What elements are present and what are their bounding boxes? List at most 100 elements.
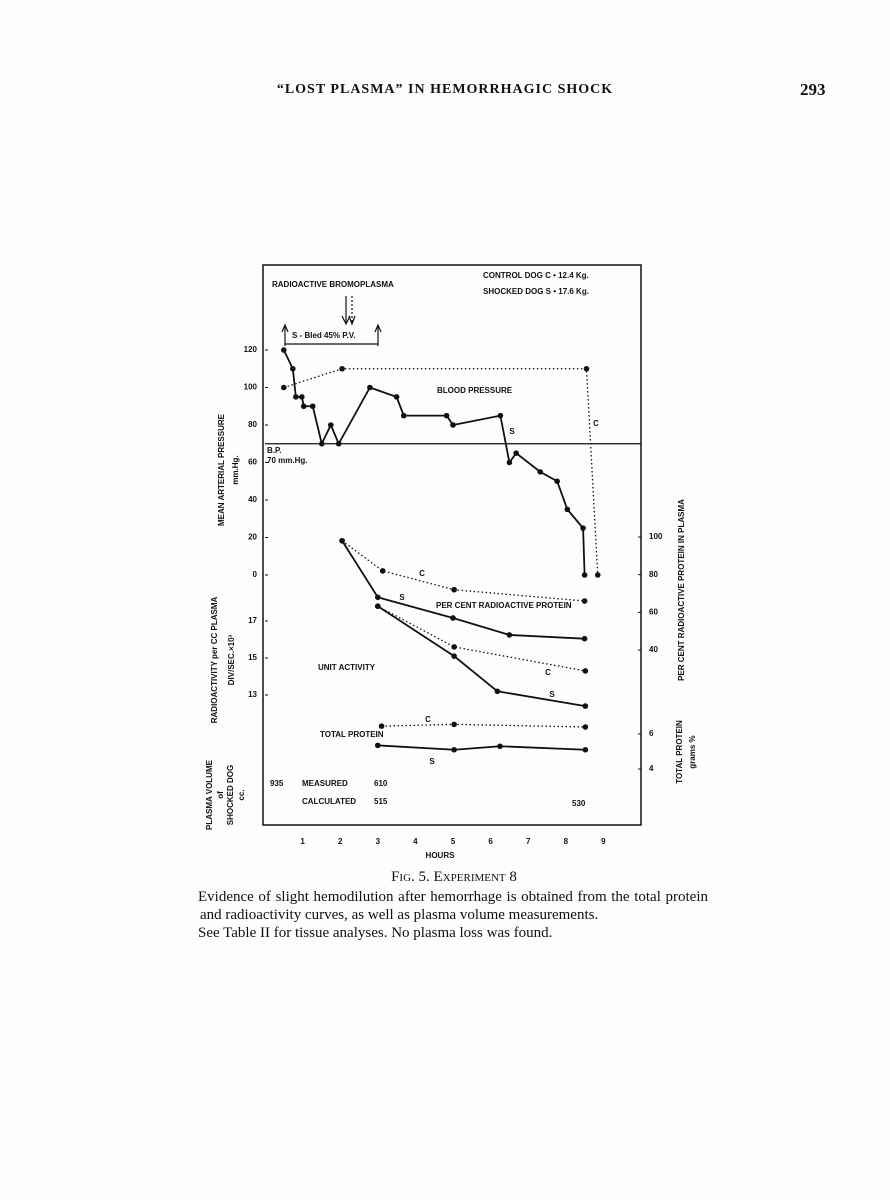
- y-axis-unit: grams %: [688, 735, 697, 768]
- series-line: [283, 368, 599, 576]
- data-point: [328, 422, 334, 428]
- page-number: 293: [800, 80, 826, 99]
- caption-text: Evidence of slight hemodilution after he…: [198, 889, 708, 923]
- plasma-volume-text: MEASURED: [302, 779, 348, 788]
- y-axis-unit: DIV/SEC.×10³: [227, 634, 236, 685]
- data-point: [451, 746, 457, 753]
- arrows: [281, 296, 382, 346]
- x-tick-label: 2: [338, 837, 343, 846]
- x-tick-label: 9: [601, 837, 606, 846]
- x-tick-label: 3: [376, 837, 381, 846]
- y-tick-label: 20: [248, 533, 257, 542]
- data-point: [443, 412, 450, 419]
- data-point: [582, 724, 589, 730]
- data-point: [393, 394, 400, 400]
- annotation: SHOCKED DOG S • 17.6 Kg.: [483, 287, 589, 296]
- data-point: [582, 746, 589, 753]
- x-tick-label: 1: [300, 837, 305, 846]
- data-point: [450, 422, 456, 428]
- x-tick-label: 7: [526, 837, 531, 846]
- data-point: [580, 525, 586, 531]
- annotation: B.P.: [267, 446, 282, 455]
- data-point: [367, 384, 373, 391]
- plasma-volume-text: 935: [270, 779, 284, 788]
- x-tick-label: 4: [413, 837, 418, 846]
- y-tick-label: 60: [649, 607, 658, 616]
- data-point: [537, 469, 544, 475]
- annotation: BLOOD PRESSURE: [437, 386, 513, 395]
- y-axis-label: TOTAL PROTEIN: [675, 720, 684, 784]
- series-label: S: [429, 757, 435, 766]
- caption-text: See Table II for tissue analyses. No pla…: [198, 925, 553, 941]
- series-label: C: [419, 569, 425, 578]
- data-point: [583, 365, 590, 372]
- series-line: [377, 605, 586, 707]
- y-tick-label: 100: [244, 383, 258, 392]
- data-point: [581, 598, 588, 604]
- data-point: [594, 572, 601, 578]
- series-line: [377, 744, 586, 751]
- y-tick-label: 80: [248, 420, 257, 429]
- y-tick-label: 4: [649, 764, 654, 773]
- series-line: [341, 540, 585, 602]
- data-point: [554, 478, 560, 485]
- y-tick-label: 100: [649, 532, 663, 541]
- data-point: [582, 703, 589, 709]
- y-tick-label: 40: [649, 645, 658, 654]
- data-point: [400, 412, 407, 419]
- data-point: [339, 537, 345, 544]
- y-axis-label: SHOCKED DOG: [226, 765, 235, 825]
- data-point: [300, 403, 307, 410]
- data-point: [375, 742, 381, 749]
- y-tick-label: 15: [248, 653, 257, 662]
- y-tick-label: 6: [649, 729, 654, 738]
- y-axis-label: MEAN ARTERIAL PRESSURE: [217, 413, 226, 526]
- series-label: S: [549, 690, 555, 699]
- data-point: [513, 450, 519, 456]
- plasma-volume-text: 610: [374, 779, 388, 788]
- series-label: S: [509, 427, 515, 436]
- plot-frame: [262, 264, 642, 826]
- data-point: [299, 394, 305, 400]
- data-point: [281, 347, 287, 353]
- data-point: [451, 586, 457, 593]
- data-point: [375, 603, 381, 609]
- y-axis-label: cc.: [237, 789, 246, 800]
- data-point: [339, 365, 345, 372]
- caption-title: Fig. 5. Experiment 8: [391, 869, 517, 885]
- series-line: [341, 540, 585, 640]
- plasma-volume-text: CALCULATED: [302, 797, 356, 806]
- plasma-volume-text: 530: [572, 799, 586, 808]
- x-tick-label: 6: [488, 837, 493, 846]
- y-tick-label: 17: [248, 616, 257, 625]
- data-point: [451, 644, 457, 650]
- data-point: [309, 403, 316, 410]
- data-point: [379, 568, 386, 574]
- y-tick-label: 0: [253, 570, 258, 579]
- annotation: 70 mm.Hg.: [267, 456, 307, 465]
- annotation: S - Bled 45% P.V.: [292, 331, 356, 340]
- annotation: PER CENT RADIOACTIVE PROTEIN: [436, 601, 572, 610]
- data-point: [318, 440, 325, 447]
- series-label: C: [545, 668, 551, 677]
- data-point: [494, 688, 501, 695]
- data-point: [451, 653, 457, 659]
- series-label: C: [593, 419, 599, 428]
- data-point: [582, 668, 589, 674]
- y-axis-unit: mm.Hg.: [231, 455, 240, 484]
- annotation: TOTAL PROTEIN: [320, 730, 384, 739]
- data-point: [506, 459, 513, 466]
- y-axis-label: RADIOACTIVITY per CC PLASMA: [210, 597, 219, 724]
- y-axis-label: PLASMA VOLUME: [205, 759, 214, 830]
- data-point: [335, 440, 342, 447]
- y-tick-label: 13: [248, 690, 257, 699]
- y-tick-label: 60: [248, 458, 257, 467]
- data-point: [497, 412, 504, 419]
- data-point: [581, 635, 588, 642]
- series-label: C: [425, 715, 431, 724]
- series-line: [282, 349, 586, 576]
- y-axis-label: PER CENT RADIOACTIVE PROTEIN IN PLASMA: [677, 499, 686, 681]
- x-tick-label: 5: [451, 837, 456, 846]
